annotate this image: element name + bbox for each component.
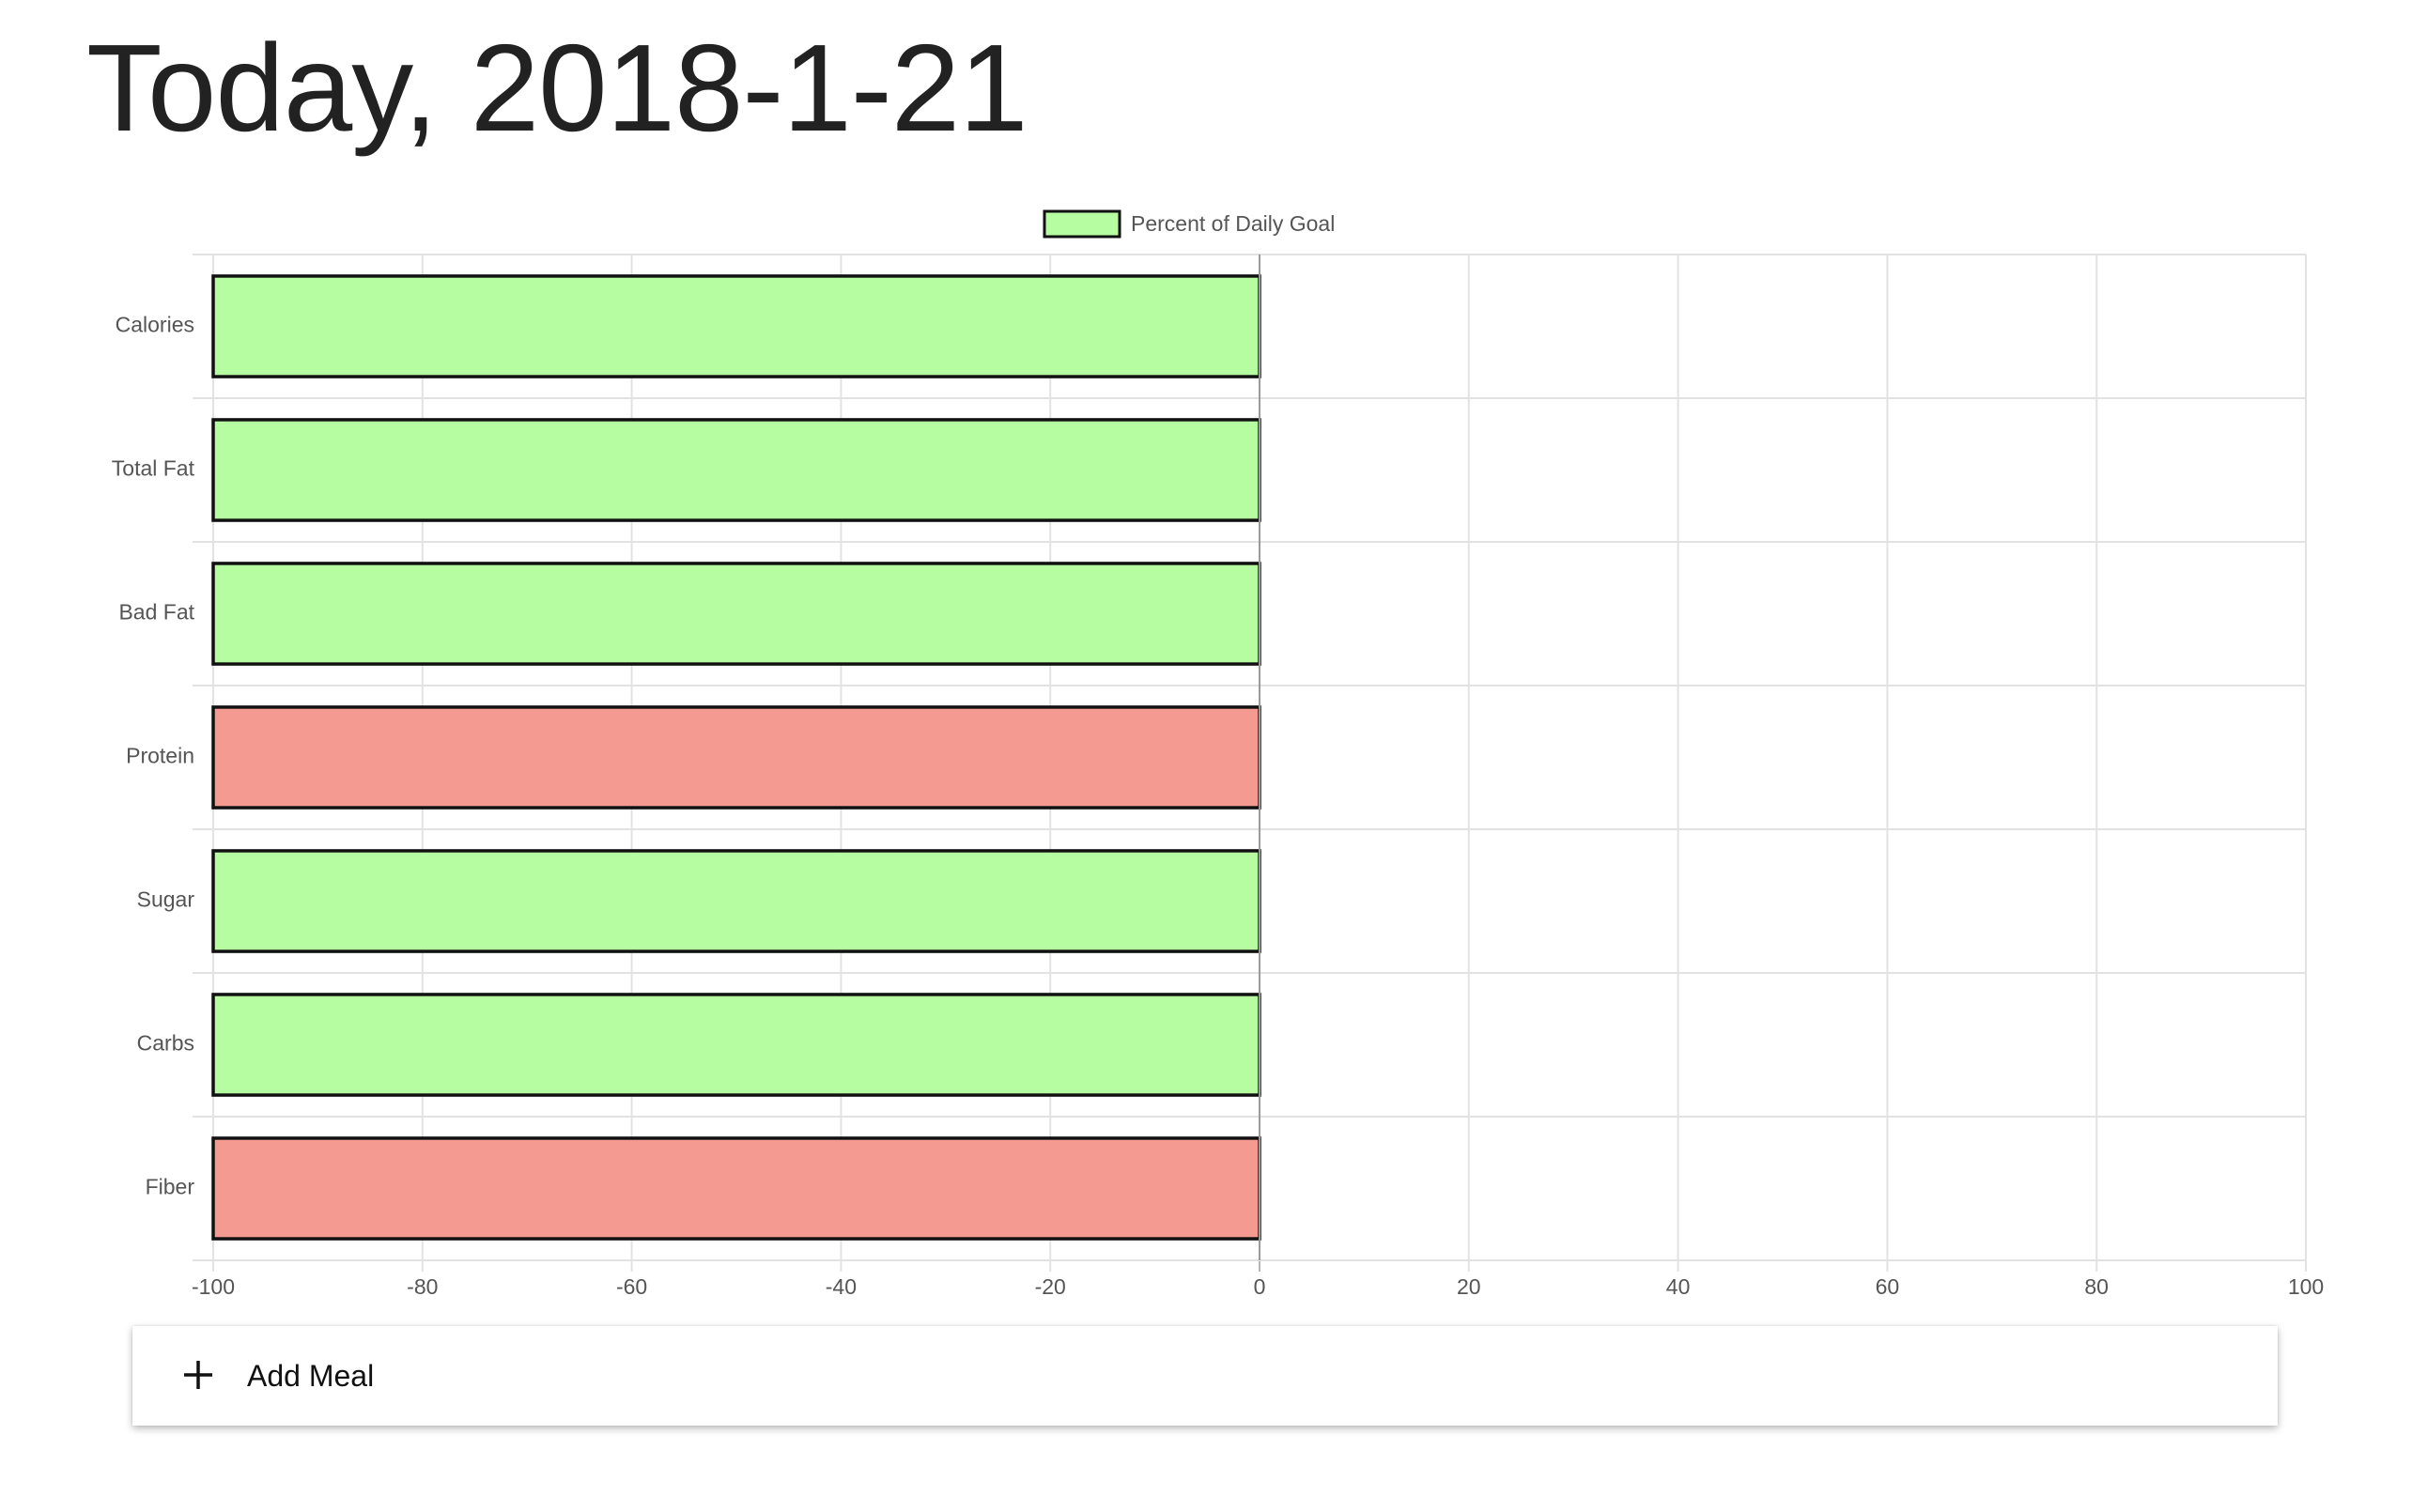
x-tick-label: 20 (1457, 1274, 1481, 1299)
x-tick-label: 40 (1666, 1274, 1691, 1299)
x-tick-label: -20 (1035, 1274, 1066, 1299)
percent-of-daily-goal-chart: Percent of Daily Goal Calories Total Fat B… (112, 209, 2324, 1299)
add-meal-button[interactable]: Add Meal (132, 1326, 2278, 1426)
y-category-label: Fiber (146, 1175, 195, 1199)
x-tick-label: 0 (1254, 1274, 1266, 1299)
x-tick-label: -40 (826, 1274, 857, 1299)
y-category-label: Total Fat (112, 456, 195, 481)
x-tick-label: -80 (407, 1274, 438, 1299)
bar-total-fat[interactable] (211, 418, 1261, 522)
y-category-label: Carbs (137, 1031, 194, 1056)
y-category-label: Bad Fat (118, 600, 194, 625)
x-axis-labels: -100 -80 -60 -40 -20 0 20 40 60 80 100 (192, 1274, 2324, 1299)
bar-sugar[interactable] (211, 849, 1261, 953)
x-tick-label: 60 (1876, 1274, 1900, 1299)
page-title: Today, 2018-1-21 (86, 19, 1028, 157)
bar-bad-fat[interactable] (211, 562, 1261, 666)
x-tick-label: 100 (2288, 1274, 2324, 1299)
x-tick-label: 80 (2084, 1274, 2109, 1299)
y-category-label: Sugar (137, 887, 195, 912)
add-meal-label: Add Meal (247, 1359, 375, 1393)
y-category-label: Calories (116, 313, 194, 337)
bar-fiber[interactable] (211, 1136, 1261, 1241)
plus-icon (170, 1347, 226, 1403)
legend-swatch (1043, 209, 1121, 239)
x-tick-label: -60 (616, 1274, 647, 1299)
y-axis-labels: Calories Total Fat Bad Fat Protein Sugar Carb… (112, 313, 195, 1199)
bar-carbs[interactable] (211, 993, 1261, 1097)
chart-legend[interactable]: Percent of Daily Goal (1043, 209, 1335, 239)
chart-bars (211, 255, 1261, 1260)
legend-label: Percent of Daily Goal (1131, 211, 1335, 236)
y-category-label: Protein (126, 744, 194, 768)
bar-protein[interactable] (211, 705, 1261, 810)
bar-calories[interactable] (211, 274, 1261, 378)
x-tick-label: -100 (192, 1274, 235, 1299)
